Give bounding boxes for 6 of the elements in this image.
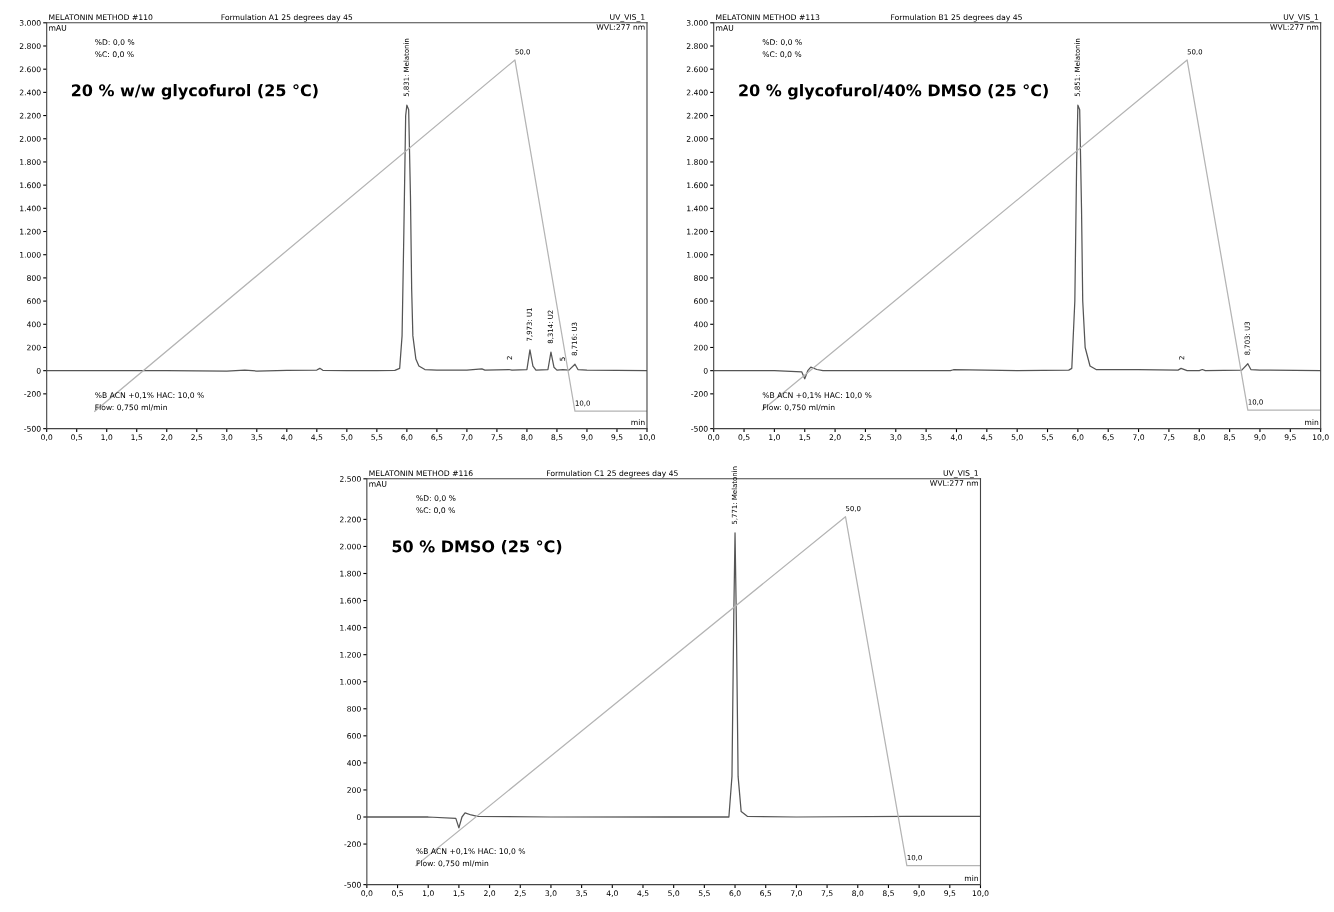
text: 20 % w/w glycofurol (25 °C) — [71, 84, 318, 100]
line-series — [366, 532, 981, 829]
text: 20 % glycofurol/40% DMSO (25 °C) — [739, 84, 1048, 100]
line-series — [713, 104, 1321, 380]
line-series — [46, 104, 647, 372]
text: 50 % DMSO (25 °C) — [392, 540, 562, 555]
